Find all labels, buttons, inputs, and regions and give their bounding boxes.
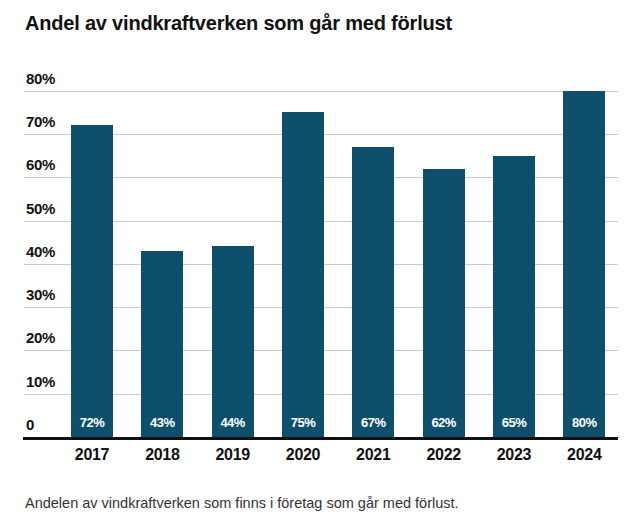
bar-value-label-2022: 62% — [423, 415, 465, 430]
bar-value-label-2018: 43% — [141, 415, 183, 430]
gridline-80 — [24, 91, 618, 92]
bar-value-label-2020: 75% — [282, 415, 324, 430]
bar-2023 — [493, 156, 535, 437]
bar-2019 — [212, 246, 254, 437]
x-axis-label-2021: 2021 — [338, 446, 408, 464]
x-axis-label-2023: 2023 — [479, 446, 549, 464]
x-axis-label-2018: 2018 — [127, 446, 197, 464]
x-axis-line — [23, 437, 618, 440]
x-axis-label-2017: 2017 — [57, 446, 127, 464]
bar-value-label-2017: 72% — [71, 415, 113, 430]
x-axis-label-2019: 2019 — [198, 446, 268, 464]
bar-value-label-2024: 80% — [563, 415, 605, 430]
bar-2017 — [71, 125, 113, 437]
y-axis-tick-label: 50% — [26, 200, 55, 217]
bar-2020 — [282, 112, 324, 437]
x-axis-label-2024: 2024 — [549, 446, 619, 464]
y-axis-tick-label: 70% — [26, 113, 55, 130]
bar-chart-plot-area: 80% 70% 60% 50% 40% 30% 20% 10% 0 72% 2017 43% 2018 4… — [0, 0, 627, 470]
bar-value-label-2023: 65% — [493, 415, 535, 430]
chart-page: Andel av vindkraftverken som går med för… — [0, 0, 627, 517]
x-axis-label-2022: 2022 — [409, 446, 479, 464]
bar-value-label-2021: 67% — [352, 415, 394, 430]
bar-2021 — [352, 147, 394, 437]
y-axis-tick-label: 30% — [26, 286, 55, 303]
y-axis-tick-label: 60% — [26, 156, 55, 173]
bar-2018 — [141, 251, 183, 437]
bar-2022 — [423, 169, 465, 437]
y-axis-tick-label: 40% — [26, 243, 55, 260]
bar-value-label-2019: 44% — [212, 415, 254, 430]
y-axis-tick-label: 80% — [26, 70, 55, 87]
y-axis-tick-label: 10% — [26, 373, 55, 390]
x-axis-label-2020: 2020 — [268, 446, 338, 464]
y-axis-tick-label: 20% — [26, 329, 55, 346]
chart-caption: Andelen av vindkraftverken som finns i f… — [25, 495, 459, 511]
y-axis-tick-label: 0 — [26, 416, 34, 433]
bar-2024 — [563, 91, 605, 437]
